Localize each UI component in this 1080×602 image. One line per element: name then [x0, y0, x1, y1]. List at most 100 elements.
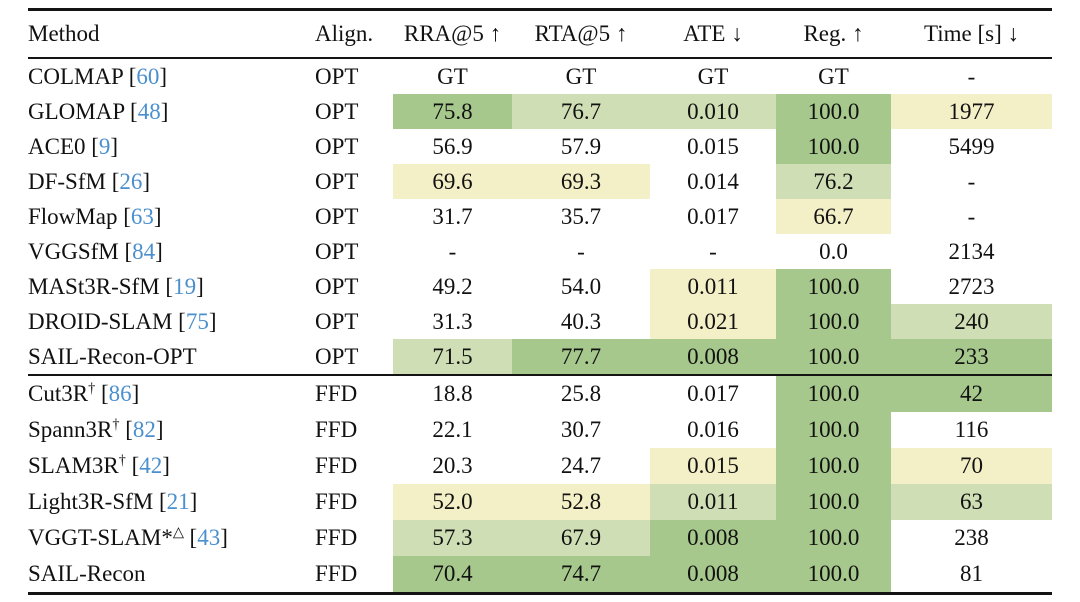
cell-ate: 0.015	[687, 133, 739, 159]
cell-time: 1977	[891, 94, 1052, 129]
align-cell: FFD	[315, 489, 358, 514]
citation-link[interactable]: 60	[136, 63, 160, 89]
col-header-reg: Reg. ↑	[776, 9, 891, 59]
cell-rra: 18.8	[432, 381, 473, 406]
cell-time: 233	[891, 339, 1052, 375]
align-cell: OPT	[315, 273, 359, 299]
cell-rra: 75.8	[393, 94, 512, 129]
cell-time: 5499	[948, 133, 995, 159]
citation-bracket: ]	[155, 417, 164, 442]
table-row: Light3R-SfM [21] FFD 52.0 52.8 0.011 100.0 63	[28, 484, 1052, 520]
table-row: VGGSfM [84] OPT - - -0.0 2134	[28, 234, 1052, 269]
align-cell: FFD	[315, 453, 358, 478]
citation-link[interactable]: 19	[173, 273, 197, 299]
cell-ate: 0.008	[650, 339, 776, 375]
method-superscript: †	[118, 452, 126, 469]
cell-rta: 77.7	[512, 339, 650, 375]
align-cell: OPT	[315, 168, 359, 194]
method-name: SLAM3R	[28, 453, 119, 478]
cell-time: 2134	[948, 238, 995, 264]
citation-link[interactable]: 86	[108, 381, 132, 406]
cell-reg: 100.0	[776, 94, 891, 129]
method-name: GLOMAP	[28, 98, 125, 124]
cell-rta: 52.8	[512, 484, 650, 520]
citation-bracket: ]	[162, 453, 170, 478]
cell-rta: 54.0	[560, 273, 602, 299]
citation-link[interactable]: 75	[185, 308, 209, 334]
citation-bracket: [	[117, 203, 131, 229]
cell-reg: 100.0	[776, 269, 891, 304]
cell-ate: -	[709, 238, 717, 264]
method-name: SAIL-Recon-OPT	[28, 343, 197, 369]
method-name: SAIL-Recon	[28, 561, 146, 586]
table-section-ffd: Cut3R† [86] FFD 18.8 25.8 0.017 100.0 42 Spann3…	[28, 375, 1052, 594]
cell-rta: 25.8	[560, 381, 602, 406]
cell-rra: 31.7	[432, 203, 473, 229]
method-name: DROID-SLAM	[28, 308, 173, 334]
table-header: Method Align. RRA@5 ↑ RTA@5 ↑ ATE ↓ Reg.…	[28, 9, 1052, 59]
header-row: Method Align. RRA@5 ↑ RTA@5 ↑ ATE ↓ Reg.…	[28, 9, 1052, 59]
cell-reg: 100.0	[776, 129, 891, 164]
cell-reg: 100.0	[776, 375, 891, 412]
method-cell: ACE0 [9]	[28, 129, 315, 164]
cell-time: -	[967, 203, 976, 229]
cell-rta: 67.9	[512, 520, 650, 556]
cell-rra: 20.3	[432, 453, 473, 478]
citation-link[interactable]: 82	[132, 417, 156, 442]
cell-time: 42	[891, 375, 1052, 412]
cell-reg: 100.0	[776, 448, 891, 484]
citation-link[interactable]: 43	[197, 525, 221, 550]
citation-bracket: [	[105, 168, 120, 194]
citation-link[interactable]: 21	[166, 489, 190, 514]
cell-time: 116	[954, 417, 989, 442]
cell-time: -	[967, 168, 976, 194]
citation-link[interactable]: 9	[98, 133, 111, 159]
citation-bracket: [	[153, 489, 167, 514]
cell-ate: 0.014	[687, 168, 739, 194]
cell-ate: 0.017	[687, 203, 739, 229]
citation-link[interactable]: 42	[139, 453, 163, 478]
method-name: VGGSfM	[28, 238, 119, 264]
citation-bracket: ]	[159, 63, 168, 89]
citation-bracket: [	[95, 381, 109, 406]
cell-time: 63	[891, 484, 1052, 520]
cell-time: 240	[891, 304, 1052, 339]
table-row: VGGT-SLAM*△ [43] FFD 57.3 67.9 0.008 100.0 238	[28, 520, 1052, 556]
method-name: Cut3R	[28, 381, 89, 406]
cell-rta: 35.7	[560, 203, 602, 229]
cell-rra: 22.1	[432, 417, 473, 442]
citation-bracket: ]	[110, 133, 119, 159]
citation-link[interactable]: 84	[132, 238, 156, 264]
table-section-opt: COLMAP [60] OPT GT GT GT GT - GLOMAP [48] OPT 75.…	[28, 58, 1052, 375]
table-row: GLOMAP [48] OPT 75.8 76.7 0.010 100.0 1977	[28, 94, 1052, 129]
citation-link[interactable]: 63	[130, 203, 154, 229]
cell-reg: 100.0	[776, 304, 891, 339]
table-row: Cut3R† [86] FFD 18.8 25.8 0.017 100.0 42	[28, 375, 1052, 412]
cell-time: 238	[954, 525, 989, 550]
align-cell: OPT	[315, 98, 359, 124]
citation-link[interactable]: 48	[137, 98, 161, 124]
cell-rta: 57.9	[560, 133, 602, 159]
method-cell: VGGSfM [84]	[28, 234, 315, 269]
method-cell: GLOMAP [48]	[28, 94, 315, 129]
cell-rta: GT	[565, 63, 597, 89]
method-name: MASt3R-SfM	[28, 273, 160, 299]
table-row: COLMAP [60] OPT GT GT GT GT -	[28, 58, 1052, 94]
cell-reg: 76.2	[776, 164, 891, 199]
citation-bracket: ]	[196, 273, 204, 299]
citation-bracket: [	[172, 308, 186, 334]
citation-bracket: ]	[142, 168, 151, 194]
cell-reg: 100.0	[776, 412, 891, 448]
cell-ate: 0.008	[650, 556, 776, 594]
citation-bracket: ]	[131, 381, 140, 406]
align-cell: OPT	[315, 343, 359, 369]
cell-rra: 71.5	[393, 339, 512, 375]
cell-reg: GT	[818, 63, 849, 89]
align-cell: OPT	[315, 308, 359, 334]
citation-link[interactable]: 26	[119, 168, 143, 194]
cell-rra: -	[448, 238, 457, 264]
citation-bracket: [	[124, 98, 138, 124]
citation-bracket: [	[118, 238, 133, 264]
col-header-align: Align.	[315, 9, 393, 59]
table-row: SAIL-Recon FFD 70.4 74.7 0.008 100.0 81	[28, 556, 1052, 594]
